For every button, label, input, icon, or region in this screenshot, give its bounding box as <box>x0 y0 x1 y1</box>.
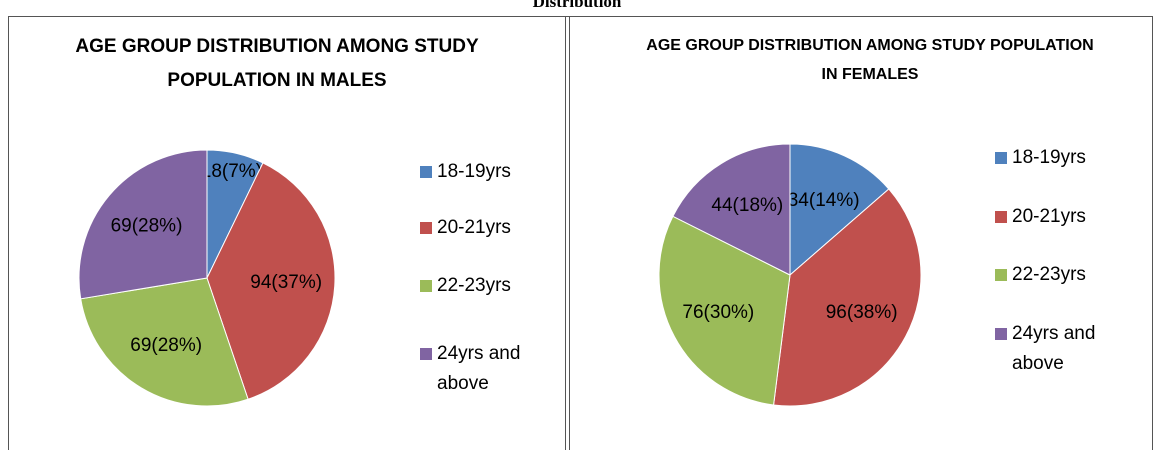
legend-swatch <box>995 152 1007 164</box>
legend-label: 22-23yrs <box>1012 264 1086 285</box>
page-heading: Distribution <box>532 0 622 11</box>
legend-swatch <box>995 211 1007 223</box>
pie-slice <box>658 215 791 406</box>
legend-item: 18-19yrs <box>420 157 550 187</box>
legend-item: 22-23yrs <box>420 271 550 301</box>
data-label: 96(38%) <box>826 302 898 323</box>
legend-label: 24yrs and above <box>1012 323 1096 374</box>
legend-swatch <box>420 166 432 178</box>
legend-swatch <box>420 280 432 292</box>
legend-item: 24yrs and above <box>995 319 1125 379</box>
legend-item: 22-23yrs <box>995 260 1125 290</box>
legend-label: 22-23yrs <box>437 275 511 296</box>
pie-slice <box>773 188 922 407</box>
data-label: 34(14%) <box>788 190 860 211</box>
legend-swatch <box>420 348 432 360</box>
frame-line <box>569 16 570 450</box>
frame-line <box>8 16 1153 17</box>
data-label: 44(18%) <box>711 195 783 216</box>
frame-line <box>8 16 9 450</box>
legend-swatch <box>420 222 432 234</box>
legend-item: 24yrs and above <box>420 339 550 399</box>
pie-slice <box>80 277 249 407</box>
data-label: 76(30%) <box>682 302 754 323</box>
data-label: 94(37%) <box>250 272 322 293</box>
legend-label: 24yrs and above <box>437 343 521 394</box>
pie-slice <box>78 149 208 300</box>
legend-swatch <box>995 328 1007 340</box>
pie-slice <box>789 143 890 277</box>
pie-slice <box>206 162 336 400</box>
legend-swatch <box>995 269 1007 281</box>
chart-title: AGE GROUP DISTRIBUTION AMONG STUDY POPUL… <box>646 37 1094 83</box>
legend-label: 20-21yrs <box>1012 206 1086 227</box>
data-label: 69(28%) <box>130 335 202 356</box>
legend-label: 20-21yrs <box>437 217 511 238</box>
chart-title: AGE GROUP DISTRIBUTION AMONG STUDY POPUL… <box>75 36 479 92</box>
legend-item: 20-21yrs <box>420 213 550 243</box>
legend-label: 18-19yrs <box>437 161 511 182</box>
frame-line <box>1152 16 1153 450</box>
data-label: 18(7%) <box>201 161 262 182</box>
frame-line <box>565 16 566 450</box>
legend-item: 18-19yrs <box>995 143 1125 173</box>
legend-label: 18-19yrs <box>1012 147 1086 168</box>
pie-slice <box>672 143 791 276</box>
data-label: 69(28%) <box>111 216 183 237</box>
legend-item: 20-21yrs <box>995 202 1125 232</box>
